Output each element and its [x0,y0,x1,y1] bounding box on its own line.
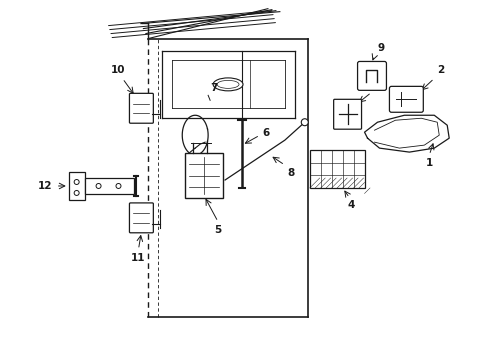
Text: 4: 4 [347,200,355,210]
Text: 1: 1 [425,158,432,168]
FancyBboxPatch shape [129,93,153,123]
Circle shape [74,180,79,184]
Ellipse shape [217,80,239,88]
Text: 6: 6 [262,128,268,138]
Text: 12: 12 [38,181,53,191]
Text: 8: 8 [287,168,294,178]
Circle shape [96,184,101,189]
Circle shape [74,190,79,195]
Text: 3: 3 [374,80,381,90]
Polygon shape [364,115,448,152]
FancyBboxPatch shape [357,62,386,90]
FancyBboxPatch shape [333,99,361,129]
FancyBboxPatch shape [388,86,423,112]
Text: 9: 9 [377,44,384,54]
Bar [84,178,134,194]
Bar [68,172,84,200]
Text: 11: 11 [131,253,145,263]
Ellipse shape [213,78,243,91]
Bar [185,153,223,198]
Bar [309,150,364,188]
Text: 5: 5 [214,225,221,235]
Text: 2: 2 [436,66,444,75]
Circle shape [301,119,307,126]
Circle shape [116,184,121,189]
Text: 7: 7 [210,83,217,93]
Text: 10: 10 [111,66,125,75]
FancyBboxPatch shape [129,203,153,233]
